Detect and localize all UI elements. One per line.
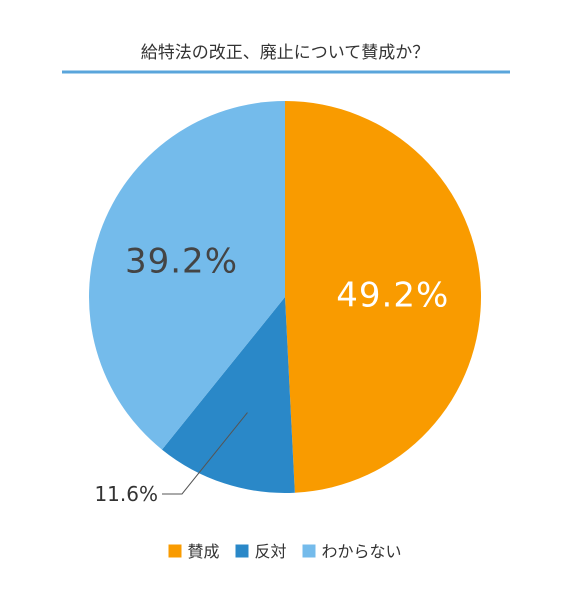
legend: 賛成 反対 わからない [168, 542, 402, 561]
legend-label-3: わからない [322, 542, 402, 561]
chart-title: 給特法の改正、廃止について賛成か？ [141, 43, 430, 63]
slice-value-label-2: 11.6% [94, 482, 158, 506]
slice-value-label-3: 39.2% [125, 241, 238, 281]
pie-slice-1 [285, 101, 481, 493]
legend-swatch-1 [168, 544, 182, 558]
legend-label-1: 賛成 [188, 542, 220, 561]
legend-swatch-3 [302, 544, 316, 558]
pie-labels: 49.2% 11.6% 39.2% [94, 241, 449, 506]
slice-value-label-1: 49.2% [336, 275, 449, 315]
legend-label-2: 反対 [255, 542, 287, 561]
pie-slice-3 [89, 101, 285, 450]
leader-line-2 [162, 412, 248, 495]
pie-slice-2 [161, 297, 295, 493]
pie-slices [89, 101, 481, 493]
legend-swatch-2 [235, 544, 249, 558]
